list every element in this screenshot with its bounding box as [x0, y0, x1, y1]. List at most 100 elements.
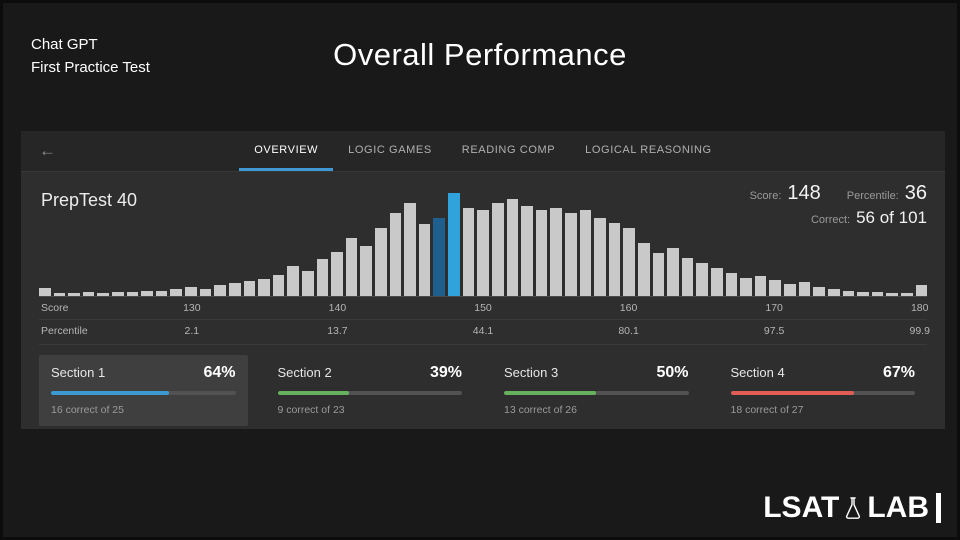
histogram-bar — [491, 203, 504, 296]
section-card-1[interactable]: Section 1 64% 16 correct of 25 — [39, 355, 248, 426]
tab-logical-reasoning[interactable]: LOGICAL REASONING — [585, 143, 712, 156]
histogram-bar — [857, 292, 869, 296]
histogram-bar — [579, 210, 592, 296]
lsat-lab-logo: LSAT LAB — [763, 491, 941, 525]
correct-value: 56 of 101 — [856, 208, 927, 227]
percentile-value: 36 — [904, 182, 927, 204]
histogram-bar — [842, 291, 855, 296]
subtitle-line-1: Chat GPT — [31, 36, 98, 53]
section-detail: 18 correct of 27 — [730, 404, 804, 416]
histogram-bar — [418, 224, 431, 296]
correct-stat: Correct: 56 of 101 — [810, 208, 927, 227]
histogram-bar — [258, 279, 270, 296]
histogram-bar — [360, 246, 373, 296]
histogram-bar — [725, 273, 738, 296]
tab-reading-comp[interactable]: READING COMP — [461, 143, 556, 156]
percentile-stat: Percentile: 36 — [846, 182, 927, 204]
percentile-tick: 2.1 — [184, 325, 200, 337]
histogram-bar — [53, 293, 66, 296]
score-axis: Score 130 140 150 160 170 180 — [39, 296, 929, 319]
histogram-bar — [331, 252, 343, 296]
section-progress-fill — [504, 391, 597, 395]
flask-icon — [839, 495, 867, 521]
tabs-group: OVERVIEW LOGIC GAMES READING COMP LOGICAL R… — [239, 131, 726, 171]
section-label: Section 4 — [730, 365, 785, 380]
histogram-bar — [477, 210, 489, 296]
histogram-bar — [784, 284, 796, 296]
tab-logic-games[interactable]: LOGIC GAMES — [348, 143, 432, 156]
histogram-bar — [155, 291, 168, 296]
section-percentage: 67% — [882, 364, 915, 381]
stat-row-1: Score: 148 Percentile: 36 — [750, 182, 927, 205]
section-card-3[interactable]: Section 3 50% 13 correct of 26 — [492, 355, 701, 426]
section-detail: 16 correct of 25 — [51, 404, 124, 416]
histogram-bar — [667, 248, 679, 296]
histogram-bar — [886, 293, 898, 296]
histogram-bar — [448, 193, 460, 296]
histogram-bar — [462, 208, 475, 296]
score-tick: 150 — [474, 302, 492, 314]
histogram-bar — [711, 268, 723, 296]
histogram-bar — [637, 243, 650, 296]
histogram-bar — [827, 289, 840, 296]
section-progress-fill — [277, 391, 350, 395]
histogram-bar — [228, 283, 241, 296]
score-tick: 130 — [183, 302, 201, 314]
percentile-tick: 99.9 — [909, 325, 930, 337]
percentile-tick: 44.1 — [472, 325, 494, 337]
histogram-bar — [754, 276, 767, 296]
section-label: Section 3 — [504, 365, 559, 380]
logo-text-lsat: LSAT — [763, 491, 840, 524]
histogram-bar — [900, 293, 913, 296]
histogram-bar — [681, 258, 694, 296]
histogram-bar — [915, 285, 928, 296]
histogram-bar — [214, 285, 226, 296]
histogram-bar — [243, 281, 256, 296]
histogram-bar — [316, 259, 329, 296]
section-detail: 13 correct of 26 — [504, 404, 577, 416]
histogram-bar — [272, 275, 285, 296]
histogram-bar — [521, 206, 533, 296]
histogram-bar — [404, 203, 416, 296]
back-arrow-icon[interactable]: ← — [39, 141, 56, 160]
section-progress-fill — [51, 391, 170, 395]
section-card-4[interactable]: Section 4 67% 18 correct of 27 — [719, 355, 928, 426]
histogram-bar — [170, 289, 183, 296]
histogram-bar — [871, 292, 884, 296]
score-axis-label: Score — [41, 302, 69, 314]
histogram-bar — [740, 278, 752, 296]
percentile-tick: 13.7 — [327, 325, 348, 337]
histogram-bar — [287, 266, 299, 296]
section-progress-track — [51, 391, 236, 395]
section-percentage: 50% — [656, 364, 689, 381]
score-tick: 180 — [910, 302, 929, 314]
section-progress-track — [730, 391, 915, 395]
histogram-bar — [126, 292, 139, 296]
section-label: Section 2 — [277, 365, 332, 380]
percentile-axis: Percentile 2.1 13.7 44.1 80.1 97.5 99.9 — [39, 319, 930, 344]
section-progress-fill — [730, 391, 855, 395]
histogram-bar — [608, 223, 621, 296]
histogram-bar — [769, 280, 782, 296]
section-progress-track — [277, 391, 462, 395]
score-tick: 160 — [619, 302, 638, 314]
histogram-bar — [594, 218, 606, 296]
score-value: 148 — [787, 182, 821, 204]
histogram-bar — [813, 287, 825, 296]
score-stat: Score: 148 — [749, 182, 821, 204]
tab-overview[interactable]: OVERVIEW — [239, 131, 334, 171]
stats-block: Score: 148 Percentile: 36 Correct: 56 of 10… — [750, 182, 927, 231]
histogram-bar — [141, 291, 153, 296]
histogram-bar — [550, 208, 562, 296]
tab-bar: ← OVERVIEW LOGIC GAMES READING COMP LOGICAL… — [21, 131, 945, 172]
histogram-bar — [112, 292, 124, 296]
page-title: Overall Performance — [333, 37, 627, 72]
histogram-bar — [345, 238, 358, 296]
section-card-2[interactable]: Section 2 39% 9 correct of 23 — [266, 355, 475, 426]
histogram-bar — [564, 213, 577, 296]
histogram-bar — [97, 293, 110, 296]
histogram-bar — [199, 289, 212, 296]
histogram — [39, 184, 928, 296]
test-name: PrepTest 40 — [41, 190, 138, 210]
